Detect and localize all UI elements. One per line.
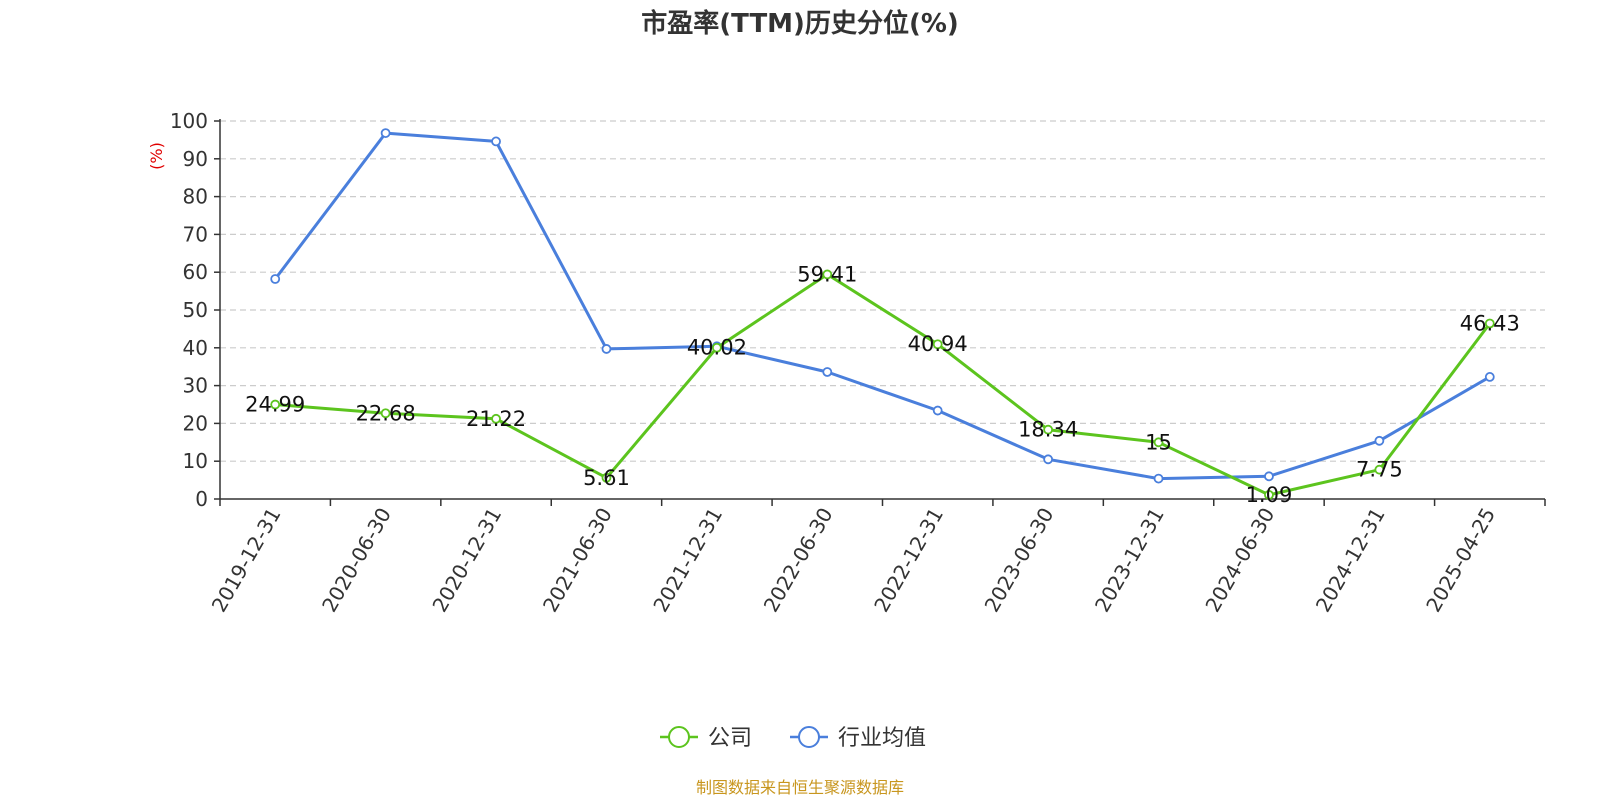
y-tick-label: 20 [183,411,208,435]
x-tick-label: 2020-12-31 [427,504,506,617]
legend-swatch-marker [798,726,820,748]
data-label: 1.09 [1246,483,1293,507]
x-tick-label: 2024-06-30 [1200,504,1279,617]
x-tick-label: 2022-12-31 [869,504,948,617]
data-label: 21.22 [466,407,526,431]
data-point [1374,464,1385,475]
x-tick-label: 2021-06-30 [538,504,617,617]
series-line-industry [274,131,1491,481]
data-point [491,413,501,424]
data-label: 40.02 [687,336,747,360]
data-point [1264,489,1274,500]
y-tick-label: 80 [183,185,208,209]
data-point [380,128,391,138]
grid-lines [220,120,1545,462]
y-tick-label: 40 [183,336,208,360]
data-point [1153,437,1164,448]
data-point [601,344,612,354]
data-labels: 24.99 22.68 21.22 5.61 40.02 59.41 40.94 18.34 1… [245,262,1520,506]
legend-swatch-marker [668,726,690,748]
data-point [1374,435,1385,446]
x-tick-label: 2021-12-31 [648,504,727,617]
data-label: 5.61 [583,466,630,490]
series-line-company [275,272,1491,497]
data-point [1153,473,1164,484]
y-axis-label: (%) [147,142,166,170]
legend-item: 公司 [660,726,752,751]
data-point [491,136,501,147]
x-tick-label: 2023-12-31 [1090,504,1169,617]
data-point [1264,471,1274,482]
chart-title: 市盈率(TTM)历史分位(%) [641,8,959,39]
y-tick-label: 60 [183,260,208,284]
legend-item: 行业均值 [790,726,926,751]
data-point [1484,372,1495,382]
data-point [932,405,943,416]
x-tick-label: 2025-04-25 [1421,504,1500,617]
y-tick-label: 90 [183,147,208,171]
x-tick-label: 2020-06-30 [317,504,396,617]
data-point [1043,424,1054,435]
data-label: 22.68 [356,401,416,425]
data-label: 7.75 [1356,458,1403,482]
data-label: 15 [1145,430,1172,454]
y-tick-label: 70 [183,222,208,246]
data-label: 40.94 [908,332,968,356]
legend: 公司 行业均值 [660,726,926,751]
data-point [932,339,943,350]
data-label: 18.34 [1018,418,1078,442]
data-point [270,399,281,410]
data-point [822,269,833,280]
y-tick-label: 50 [183,298,208,322]
x-tick-label: 2024-12-31 [1311,504,1390,617]
y-tick-label: 10 [183,449,208,473]
legend-label: 公司 [708,726,752,751]
x-tick-label: 2022-06-30 [759,504,838,617]
data-point [270,274,281,284]
axes: 0 10 20 30 40 50 60 70 80 90 100 2019-12-31 2020-06-… [170,109,1546,617]
data-point [1484,318,1495,329]
data-point [380,408,391,419]
legend-label: 行业均值 [838,726,926,751]
y-tick-label: 0 [195,487,208,511]
data-point [711,342,722,353]
data-point [601,472,612,483]
data-label: 59.41 [797,262,857,286]
data-label: 24.99 [245,393,305,417]
series-lines [270,128,1495,500]
data-point [1043,454,1054,465]
data-point [822,367,833,377]
source-note: 制图数据来自恒生聚源数据库 [696,778,904,797]
y-tick-label: 100 [170,109,208,133]
x-tick-label: 2019-12-31 [207,504,286,617]
y-tick-label: 30 [183,374,208,398]
data-label: 46.43 [1460,311,1520,335]
x-tick-label: 2023-06-30 [980,504,1059,617]
